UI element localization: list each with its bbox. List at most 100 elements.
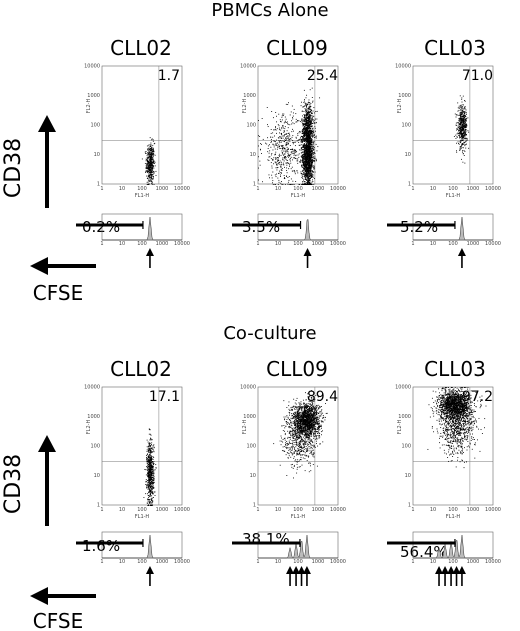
data-point (282, 159, 284, 161)
data-point (306, 127, 308, 129)
data-point (307, 126, 309, 128)
data-point (308, 426, 310, 428)
data-point (310, 111, 312, 113)
data-point (311, 119, 313, 121)
data-point (304, 135, 306, 137)
data-point (148, 455, 150, 456)
data-point (149, 483, 151, 485)
data-point (312, 162, 313, 164)
data-point (271, 111, 273, 112)
data-point (309, 176, 311, 178)
data-point (302, 144, 304, 146)
data-point (283, 175, 285, 176)
data-point (461, 111, 463, 113)
data-point (465, 119, 467, 121)
data-point (305, 131, 307, 133)
data-point (149, 152, 151, 154)
data-point (303, 417, 305, 419)
data-point (148, 152, 150, 154)
data-point (287, 436, 289, 438)
data-point (150, 471, 152, 473)
data-point (311, 156, 312, 158)
data-point (304, 162, 306, 164)
data-point (152, 480, 154, 482)
data-point (150, 482, 152, 484)
data-point (260, 143, 262, 145)
data-point (152, 171, 154, 173)
data-point (302, 158, 304, 160)
data-point (462, 120, 464, 122)
data-point (304, 156, 306, 158)
data-point (151, 459, 152, 461)
data-point (306, 173, 308, 175)
data-point (150, 456, 152, 458)
data-point (151, 158, 153, 160)
data-point (305, 184, 307, 185)
data-point (457, 141, 459, 143)
data-point (299, 184, 301, 185)
data-point (151, 162, 153, 164)
data-point (153, 444, 155, 446)
data-point (308, 180, 309, 182)
data-point (305, 120, 307, 122)
data-point (259, 164, 261, 166)
data-point (306, 144, 308, 146)
data-point (290, 151, 292, 153)
data-point (149, 504, 151, 506)
data-point (150, 174, 152, 176)
data-point (154, 163, 156, 164)
data-point (461, 113, 463, 115)
data-point (152, 156, 154, 158)
data-point (306, 149, 308, 151)
data-point (460, 123, 462, 124)
data-point (150, 163, 152, 165)
data-point (307, 133, 309, 135)
data-point (149, 479, 151, 481)
data-point (155, 170, 157, 172)
data-point (306, 136, 308, 138)
data-point (295, 118, 297, 120)
data-point (307, 137, 309, 139)
data-point (308, 132, 310, 134)
data-point (305, 127, 307, 128)
data-point (153, 481, 155, 483)
data-point (146, 184, 148, 185)
data-point (270, 158, 272, 160)
data-point (294, 405, 296, 407)
data-point (286, 121, 288, 123)
data-point (308, 126, 310, 128)
data-point (148, 468, 150, 470)
data-point (303, 163, 305, 165)
data-point (318, 424, 320, 426)
data-point (292, 417, 294, 419)
data-point (149, 482, 151, 484)
data-point (308, 115, 310, 116)
data-point (297, 133, 299, 135)
data-point (291, 170, 293, 172)
data-point (463, 123, 465, 125)
data-point (150, 434, 152, 436)
data-point (314, 153, 316, 154)
data-point (285, 122, 287, 123)
data-point (308, 107, 310, 109)
data-point (318, 420, 320, 422)
data-point (273, 144, 275, 146)
data-point (307, 419, 309, 420)
data-point (304, 124, 306, 126)
data-point (304, 164, 305, 166)
data-point (149, 498, 151, 500)
data-point (280, 142, 282, 143)
data-point (148, 170, 150, 172)
data-point (304, 418, 306, 420)
data-point (310, 168, 312, 170)
data-point (280, 148, 282, 150)
data-point (298, 409, 300, 411)
data-point (146, 171, 148, 173)
x-tick-label: 100 (293, 186, 303, 192)
data-point (278, 173, 279, 174)
data-point (150, 148, 152, 150)
data-point (288, 135, 290, 137)
data-point (151, 442, 153, 444)
data-point (309, 109, 311, 111)
data-point (305, 123, 307, 125)
